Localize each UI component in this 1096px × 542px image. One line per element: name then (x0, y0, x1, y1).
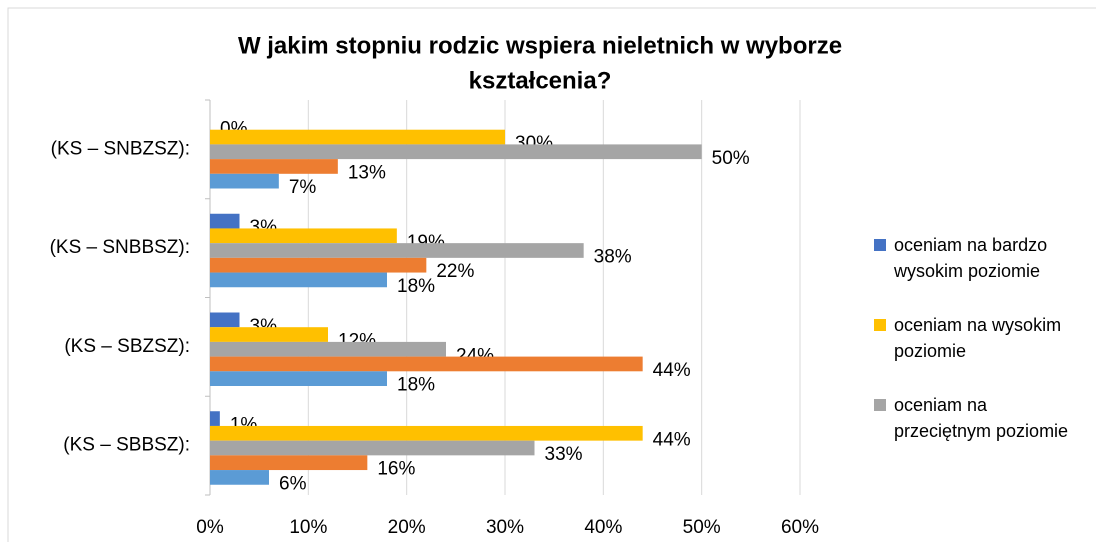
bar (210, 228, 397, 244)
data-label: 6% (279, 473, 307, 494)
legend-entry: oceniam na wysokim poziomie (874, 312, 1084, 364)
legend-label: oceniam na wysokim poziomie (894, 315, 1062, 361)
y-tick-label: (KS – SNBBSZ): (50, 237, 190, 258)
bar (210, 470, 269, 485)
data-label: 16% (377, 459, 415, 480)
bar (210, 425, 643, 441)
data-label: 18% (397, 375, 435, 396)
x-tick-label: 50% (683, 517, 721, 538)
chart-title: W jakim stopniu rodzic wspiera nieletnic… (238, 32, 842, 59)
bar (210, 213, 240, 229)
legend-entry: oceniam na bardzo wysokim poziomie (874, 232, 1084, 284)
y-tick-label: (KS – SBBSZ): (63, 435, 190, 456)
bar (210, 144, 702, 160)
data-label: 7% (289, 177, 317, 198)
data-label: 33% (545, 444, 583, 465)
bar (210, 257, 427, 273)
y-tick-label: (KS – SNBZSZ): (51, 138, 190, 159)
data-label: 22% (436, 261, 474, 282)
legend: oceniam na bardzo wysokim poziomie ocenia… (874, 232, 1096, 472)
bar (210, 272, 387, 288)
bar (210, 243, 584, 258)
legend-label: oceniam na przeciętnym poziomie (894, 395, 1069, 441)
data-label: 50% (712, 148, 750, 169)
data-label: 44% (653, 360, 691, 381)
legend-swatch (874, 239, 886, 251)
legend-entry: oceniam na przeciętnym poziomie (874, 392, 1084, 444)
bar (210, 159, 338, 174)
data-label: 38% (594, 247, 632, 268)
bar (210, 312, 240, 328)
legend-swatch (874, 399, 886, 411)
bar (210, 129, 505, 145)
x-tick-label: 60% (781, 517, 819, 538)
y-tick-label: (KS – SBZSZ): (64, 336, 190, 357)
bar (210, 341, 446, 357)
x-tick-label: 40% (584, 517, 622, 538)
legend-label: oceniam na bardzo wysokim poziomie (894, 235, 1048, 281)
bar (210, 440, 535, 456)
x-tick-label: 10% (289, 517, 327, 538)
data-label: 44% (653, 429, 691, 450)
bar (210, 411, 220, 426)
x-tick-label: 0% (196, 517, 224, 538)
bar (210, 455, 368, 471)
chart-border (7, 7, 1096, 542)
bar (210, 173, 279, 189)
bar (210, 327, 328, 342)
legend-swatch (874, 319, 886, 331)
bar (210, 371, 387, 386)
data-label: 13% (348, 162, 386, 183)
x-tick-label: 20% (388, 517, 426, 538)
chart-title: kształcenia? (469, 67, 612, 94)
x-tick-label: 30% (486, 517, 524, 538)
data-label: 18% (397, 276, 435, 297)
bar (210, 356, 643, 372)
